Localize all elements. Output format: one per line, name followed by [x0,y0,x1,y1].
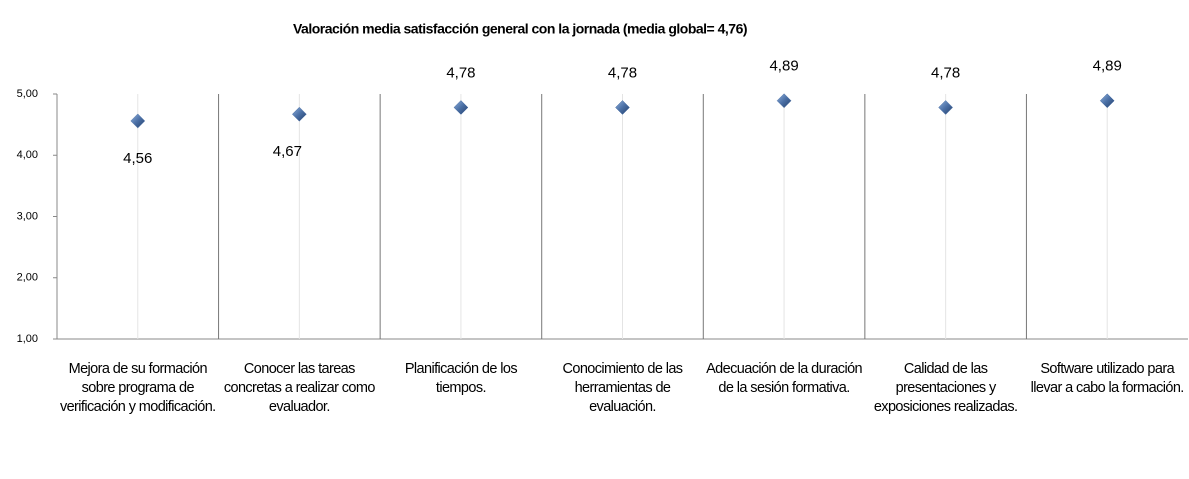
x-tick-label: Software utilizado para llevar a cabo la… [1030,361,1185,396]
y-tick-label: 2,00 [17,272,38,284]
x-tick-label: Planificación de los tiempos. [404,361,518,396]
y-tick-label: 1,00 [17,333,38,345]
x-tick-label: Conocer las tareas concretas a realizar … [223,361,376,415]
x-tick-label: Adecuación de la duración de la sesión f… [706,361,863,396]
data-label: 4,78 [446,64,475,81]
marker [292,106,307,122]
data-label: 4,78 [931,64,960,81]
marker [776,93,792,109]
y-tick-label: 3,00 [17,210,38,222]
data-label: 4,67 [273,143,302,160]
y-tick-label: 4,00 [17,149,38,161]
chart-title: Valoración media satisfacción general co… [293,21,747,37]
marker [1099,93,1115,109]
marker [938,100,953,115]
data-label: 4,89 [769,58,798,75]
x-tick-label: Mejora de su formación sobre programa de… [59,361,216,415]
data-label: 4,78 [608,64,637,81]
marker [130,113,146,129]
marker [615,100,630,115]
marker [453,100,469,115]
x-tick-label: Calidad de las presentaciones y exposici… [873,361,1018,415]
data-label: 4,56 [123,150,152,167]
y-tick-label: 5,00 [17,88,38,100]
x-tick-label: Conocimiento de las herramientas de eval… [562,361,683,415]
data-label: 4,89 [1093,58,1122,75]
